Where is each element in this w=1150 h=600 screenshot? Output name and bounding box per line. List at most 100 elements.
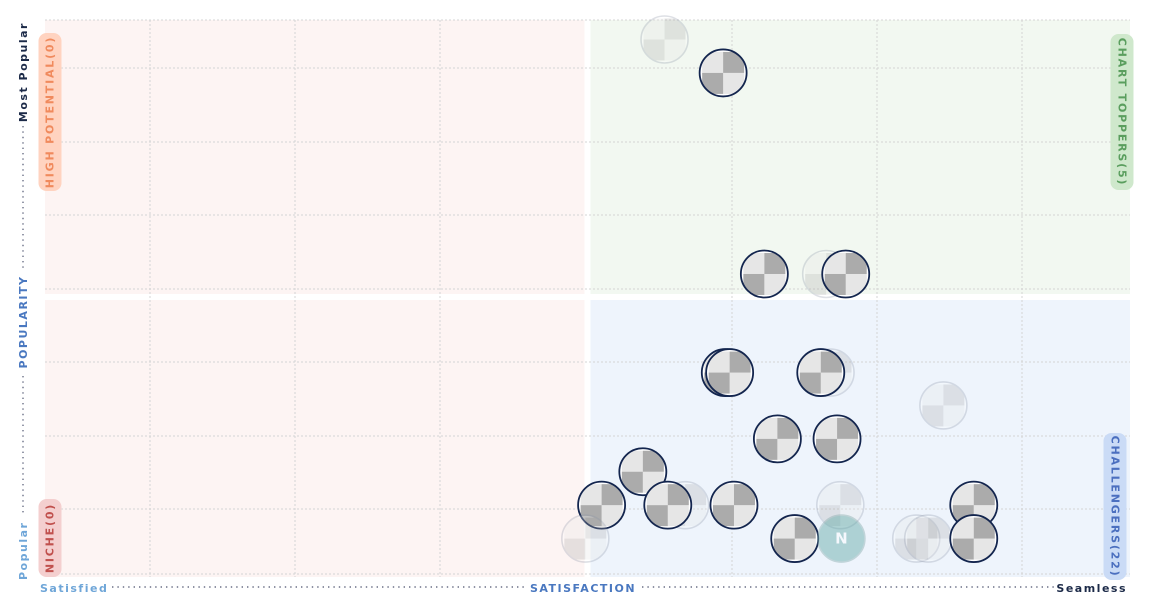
- data-point-quad: [756, 438, 778, 460]
- data-point-quad: [708, 372, 730, 394]
- data-point-quad: [643, 39, 665, 61]
- data-point[interactable]: [694, 43, 753, 102]
- data-point-quad: [664, 39, 686, 61]
- data-point-quad: [729, 351, 751, 373]
- data-point-ring: [817, 514, 866, 563]
- y-axis-high-label: Most Popular: [17, 22, 30, 122]
- data-point-ring: [640, 15, 689, 64]
- data-point-quad: [712, 505, 734, 527]
- data-point[interactable]: [635, 10, 694, 69]
- data-point[interactable]: [748, 409, 807, 468]
- quadrant-high-potential: [45, 20, 585, 294]
- data-point[interactable]: [704, 476, 763, 535]
- data-point-quad: [777, 438, 799, 460]
- data-point-quad: [845, 273, 867, 295]
- data-point-ring: [739, 249, 789, 299]
- data-point-quad: [646, 505, 668, 527]
- data-point-quad: [907, 538, 929, 560]
- data-point[interactable]: [613, 442, 672, 501]
- data-point-ring: [709, 480, 759, 530]
- data-point-quad: [943, 384, 965, 406]
- data-point-quad: [837, 438, 859, 460]
- quadrant-label-challengers: CHALLENGERS(22): [1103, 433, 1127, 580]
- data-point-quad: [952, 538, 974, 560]
- quadrant-label-pill: [1103, 433, 1127, 580]
- data-point-quad: [794, 538, 816, 560]
- data-point[interactable]: [638, 476, 697, 535]
- data-point[interactable]: [808, 409, 867, 468]
- data-point-quad: [943, 405, 965, 427]
- data-point[interactable]: [556, 509, 615, 568]
- data-point-quad: [773, 538, 795, 560]
- data-point-ring: [561, 514, 610, 563]
- x-axis-title: SATISFACTION: [530, 582, 636, 595]
- data-point-quad: [580, 484, 602, 506]
- data-point-quad: [708, 351, 730, 373]
- data-point[interactable]: [700, 343, 759, 402]
- data-point-quad: [819, 484, 841, 506]
- data-point[interactable]: [816, 244, 875, 303]
- data-point-quad: [820, 372, 842, 394]
- quadrant-label-text: NICHE(0): [44, 503, 57, 573]
- quadrant-label-pill: [1110, 34, 1134, 190]
- data-point-quad: [564, 538, 586, 560]
- data-point-fill: [817, 515, 865, 563]
- data-point-quad: [743, 252, 765, 274]
- data-point-quad: [585, 538, 607, 560]
- data-point-quad: [733, 505, 755, 527]
- quadrant-niche: [45, 300, 585, 577]
- data-point-label: N: [835, 530, 848, 548]
- data-point-quad: [845, 252, 867, 274]
- data-point-quad: [916, 517, 938, 539]
- data-point-quad: [805, 273, 827, 295]
- data-point-fill: [816, 481, 864, 529]
- data-point-quad: [756, 417, 778, 439]
- data-point-quad: [816, 438, 838, 460]
- data-point-quad: [840, 505, 862, 527]
- quadrant-label-high-potential: HIGH POTENTIAL(0): [38, 33, 62, 191]
- data-point-quad: [837, 417, 859, 439]
- data-point-ring: [618, 447, 668, 497]
- y-axis-low-label: Popular: [17, 522, 30, 580]
- data-point-fill: [892, 515, 940, 563]
- quadrant-label-pill: [38, 33, 62, 191]
- data-point-ring: [812, 414, 862, 464]
- data-point[interactable]: N: [817, 514, 866, 563]
- data-point-quad: [824, 252, 846, 274]
- data-point[interactable]: [944, 509, 1003, 568]
- data-point[interactable]: [944, 476, 1003, 535]
- data-point-quad: [973, 538, 995, 560]
- quadrant-label-text: CHART TOPPERS(5): [1116, 38, 1129, 187]
- data-point-quad: [664, 18, 686, 40]
- data-point-ring: [705, 348, 755, 397]
- data-point-quad: [952, 517, 974, 539]
- data-point-quad: [816, 417, 838, 439]
- data-point-quad: [585, 517, 607, 539]
- data-point-quad: [646, 484, 668, 506]
- data-point-ring: [577, 480, 627, 530]
- data-point-quad: [729, 372, 751, 394]
- data-point-ring: [891, 514, 941, 563]
- data-point-quad: [922, 405, 944, 427]
- data-point[interactable]: [899, 509, 958, 568]
- data-point-quad: [601, 505, 623, 527]
- data-point[interactable]: [765, 509, 824, 568]
- x-axis-high-label: Seamless: [1056, 582, 1127, 595]
- data-point[interactable]: [735, 244, 794, 303]
- data-point-quad: [621, 471, 643, 493]
- data-point[interactable]: [811, 476, 870, 535]
- quadrant-chart-toppers: [590, 20, 1130, 294]
- data-point[interactable]: [914, 376, 973, 435]
- quadrant-label-text: CHALLENGERS(22): [1109, 436, 1122, 578]
- data-point-quad: [820, 351, 842, 373]
- data-point-quad: [580, 505, 602, 527]
- data-point-quad: [702, 51, 724, 73]
- data-point[interactable]: [791, 343, 850, 402]
- data-point-quad: [733, 484, 755, 506]
- data-point-ring: [949, 514, 999, 563]
- data-point-quad: [928, 538, 950, 560]
- data-point[interactable]: [572, 476, 631, 535]
- data-point[interactable]: [887, 509, 946, 568]
- x-axis-low-label: Satisfied: [40, 582, 108, 595]
